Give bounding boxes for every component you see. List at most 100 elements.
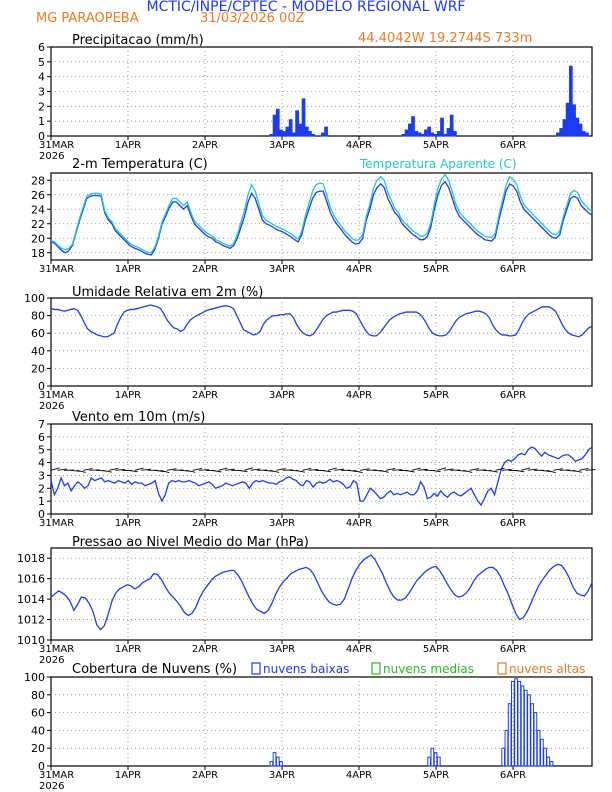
coords-label: 44.4042W 19.2744S 733m <box>358 31 532 46</box>
bar-blue <box>272 114 277 137</box>
xtick-label: 31MAR <box>39 264 74 275</box>
ytick-label: 0 <box>38 130 45 143</box>
ytick-label: 100 <box>24 671 45 684</box>
xtick-label: 4APR <box>346 140 372 151</box>
wind-barb <box>308 468 319 471</box>
panel-slp: 1010 1012 1014 1016 1018 31MAR 1APR 2APR 3APR 4AP… <box>17 535 593 666</box>
wind-barb <box>527 468 538 471</box>
page-title: MCTIC/INPE/CPTEC - MODELO REGIONAL WRF <box>147 0 466 15</box>
plot-frame <box>50 46 593 137</box>
wind-barb <box>579 467 589 471</box>
wind-barb <box>160 469 170 474</box>
bar-blue <box>417 132 422 137</box>
xtick-label: 1APR <box>115 264 141 275</box>
bar-blue <box>279 761 283 767</box>
xtick-label: 5APR <box>423 770 449 781</box>
ytick-label: 6 <box>38 41 45 54</box>
xtick-label: 2APR <box>192 644 218 655</box>
ytick-label: 20 <box>31 362 45 375</box>
bar-blue <box>411 116 415 137</box>
bar-blue <box>507 703 512 767</box>
bar-blue <box>275 108 280 137</box>
bar-blue <box>275 756 280 767</box>
wind-barb <box>327 467 337 471</box>
bar-blue <box>436 756 441 767</box>
year-label: 2026 <box>39 655 64 666</box>
wind-barb <box>108 467 119 471</box>
plot-frame <box>50 676 593 767</box>
xtick-label: 4APR <box>346 644 372 655</box>
wind-barb <box>115 468 126 471</box>
wind-barb <box>392 469 403 471</box>
wind-barb <box>469 468 480 471</box>
xtick-label: 2APR <box>192 264 218 275</box>
ytick-label: 4 <box>38 457 45 470</box>
ytick-label: 5 <box>38 444 45 457</box>
ytick-label: 0 <box>38 508 45 521</box>
wind-barb <box>463 469 473 473</box>
bar-blue <box>301 98 306 137</box>
bar-blue <box>440 117 444 137</box>
bar-blue <box>311 134 316 137</box>
bar-blue <box>304 126 309 137</box>
xtick-label: 1APR <box>115 644 141 655</box>
wind-barb <box>385 467 396 471</box>
bar-blue <box>279 129 283 137</box>
bar-blue <box>446 128 451 137</box>
ytick-label: 40 <box>31 345 45 358</box>
wind-barb <box>521 467 531 471</box>
xtick-label: 1APR <box>115 770 141 781</box>
wind-barb <box>585 469 596 471</box>
bar-blue <box>527 694 531 767</box>
ytick-label: 28 <box>31 174 45 187</box>
bar-blue <box>581 131 586 137</box>
series-line-blue <box>50 304 593 338</box>
xtick-label: 4APR <box>346 770 372 781</box>
year-label: 2026 <box>39 151 64 162</box>
xtick-label: 3APR <box>269 390 295 401</box>
wind-barb <box>250 468 261 471</box>
wind-barb <box>282 469 293 471</box>
panel-title: Precipitacao (mm/h) <box>72 33 204 48</box>
xtick-label: 3APR <box>269 770 295 781</box>
bar-blue <box>269 134 274 137</box>
legend-apparent-temp: Temperatura Aparente (C) <box>359 157 517 171</box>
ytick-label: 60 <box>31 707 45 720</box>
bar-blue <box>523 689 528 767</box>
bar-blue <box>572 104 576 137</box>
ytick-label: 0 <box>38 380 45 393</box>
ytick-label: 80 <box>31 310 45 323</box>
panel-title: 2-m Temperatura (C) <box>72 157 208 172</box>
xtick-label: 6APR <box>500 390 526 401</box>
bar-blue <box>546 756 551 767</box>
bar-blue <box>295 110 299 137</box>
ytick-label: 1018 <box>17 552 45 565</box>
bar-blue <box>565 102 570 137</box>
bar-blue <box>285 126 290 137</box>
wind-barb <box>443 468 454 471</box>
xtick-label: 5APR <box>423 140 449 151</box>
xtick-label: 4APR <box>346 264 372 275</box>
wind-barb <box>166 468 177 471</box>
bar-blue <box>424 129 428 137</box>
xtick-label: 6APR <box>500 140 526 151</box>
ytick-label: 7 <box>38 418 45 431</box>
ytick-label: 40 <box>31 724 45 737</box>
wind-barb <box>199 469 210 471</box>
xtick-label: 5APR <box>423 390 449 401</box>
bar-blue <box>530 703 535 767</box>
series-line-blue <box>50 554 593 631</box>
bar-blue <box>407 123 412 137</box>
bar-blue <box>321 132 325 137</box>
bar-blue <box>449 114 454 137</box>
ytick-label: 80 <box>31 689 45 702</box>
xtick-label: 3APR <box>269 644 295 655</box>
ytick-label: 20 <box>31 742 45 755</box>
wind-barb <box>269 469 280 473</box>
bar-blue <box>562 119 567 137</box>
panel-title: Vento em 10m (m/s) <box>72 410 205 425</box>
wind-barb <box>418 468 428 471</box>
wind-barb <box>360 468 370 471</box>
